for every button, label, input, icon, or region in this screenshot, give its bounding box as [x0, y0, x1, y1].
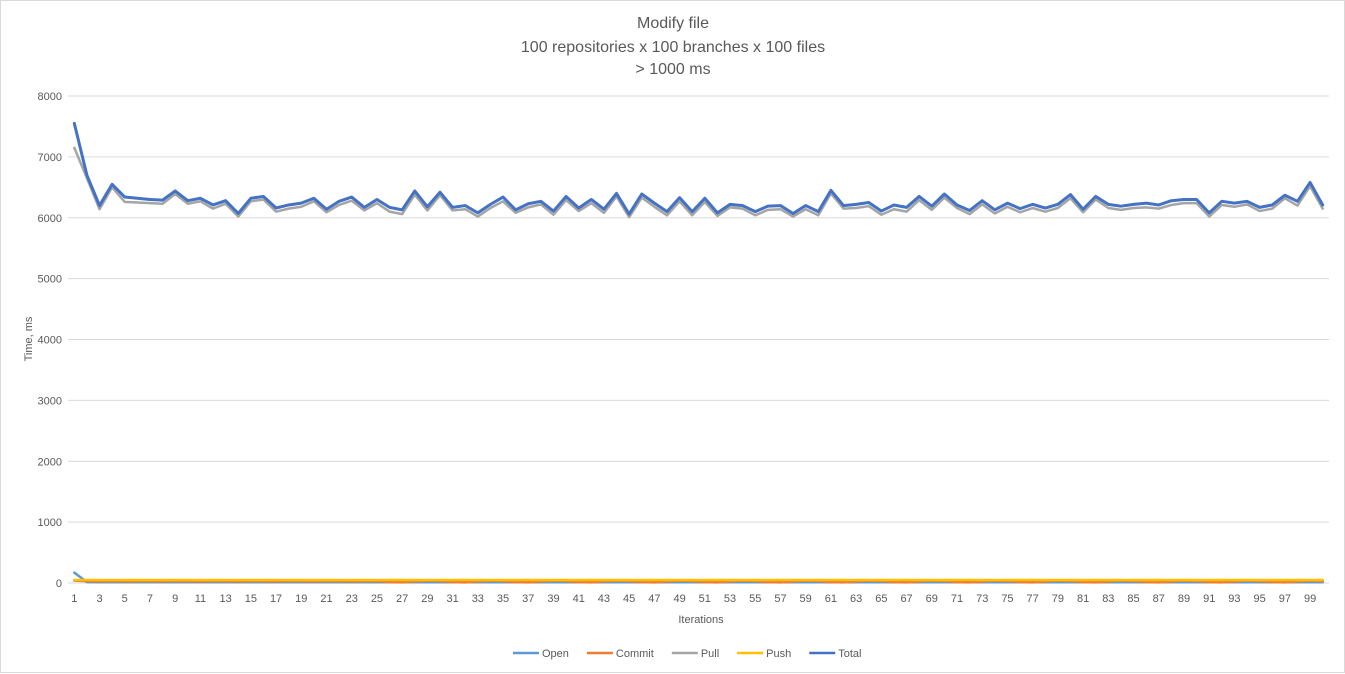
series-line-total	[72, 121, 1325, 216]
x-tick-label: 35	[497, 593, 509, 605]
x-tick-label: 93	[1228, 593, 1240, 605]
x-tick-label: 79	[1052, 593, 1064, 605]
legend-label: Push	[766, 648, 791, 660]
x-tick-label: 11	[195, 593, 206, 605]
x-tick-label: 53	[724, 593, 736, 605]
legend-label: Open	[542, 648, 569, 660]
x-tick-label: 7	[147, 593, 153, 605]
x-tick-label: 19	[295, 593, 307, 605]
y-tick-label: 0	[56, 578, 62, 590]
x-axis-title: Iterations	[678, 614, 724, 626]
x-tick-label: 3	[96, 593, 102, 605]
x-tick-label: 17	[270, 593, 282, 605]
legend-item-commit: Commit	[586, 648, 654, 660]
y-axis-title: Time, ms	[23, 316, 35, 361]
legend-label: Commit	[616, 648, 654, 660]
x-tick-label: 83	[1102, 593, 1114, 605]
chart-title-line-3: > 1000 ms	[635, 61, 710, 78]
y-tick-label: 2000	[38, 456, 62, 468]
x-tick-label: 49	[673, 593, 685, 605]
x-tick-label: 25	[371, 593, 383, 605]
x-tick-label: 75	[1001, 593, 1013, 605]
legend: Open Commit Pull Push Total	[513, 648, 861, 660]
y-tick-label: 1000	[38, 517, 62, 529]
x-tick-label: 27	[396, 593, 408, 605]
legend-item-open: Open	[513, 648, 569, 660]
x-tick-label: 91	[1203, 593, 1215, 605]
x-tick-label: 69	[926, 593, 938, 605]
x-tick-label: 57	[774, 593, 786, 605]
legend-label: Total	[838, 648, 861, 660]
y-axis-ticks: 0 1000 2000 3000 4000 5000 6000 7000 8000	[38, 91, 62, 590]
x-tick-label: 89	[1178, 593, 1190, 605]
legend-item-push: Push	[737, 648, 791, 660]
x-tick-label: 31	[446, 593, 458, 605]
x-tick-label: 81	[1077, 593, 1089, 605]
x-tick-label: 29	[421, 593, 433, 605]
legend-item-total: Total	[809, 648, 861, 660]
x-tick-label: 77	[1027, 593, 1039, 605]
series-line-pull	[73, 146, 1324, 219]
series-lines	[72, 121, 1325, 584]
chart-title: Modify file 100 repositories x 100 branc…	[521, 15, 825, 78]
y-tick-label: 6000	[38, 213, 62, 225]
x-tick-label: 47	[648, 593, 660, 605]
x-axis-ticks: 1 3 5 7 9 11 13 15 17 19 21 23 25 27 29 31 33 35 37 39 41 43 4…	[71, 593, 1316, 605]
y-tick-label: 4000	[38, 335, 62, 347]
x-tick-label: 5	[122, 593, 128, 605]
legend-label: Pull	[701, 648, 719, 660]
chart-title-line-2: 100 repositories x 100 branches x 100 fi…	[521, 39, 825, 56]
x-tick-label: 99	[1304, 593, 1316, 605]
y-tick-label: 8000	[38, 91, 62, 103]
x-tick-label: 65	[875, 593, 887, 605]
x-tick-label: 97	[1279, 593, 1291, 605]
x-tick-label: 15	[245, 593, 257, 605]
y-tick-label: 3000	[38, 395, 62, 407]
x-tick-label: 71	[951, 593, 963, 605]
x-tick-label: 9	[172, 593, 178, 605]
x-tick-label: 41	[573, 593, 585, 605]
x-tick-label: 61	[825, 593, 837, 605]
x-tick-label: 23	[346, 593, 358, 605]
x-tick-label: 33	[472, 593, 484, 605]
x-tick-label: 95	[1254, 593, 1266, 605]
x-tick-label: 43	[598, 593, 610, 605]
x-tick-label: 21	[320, 593, 332, 605]
legend-item-pull: Pull	[671, 648, 719, 660]
x-tick-label: 39	[547, 593, 559, 605]
x-tick-label: 1	[71, 593, 77, 605]
x-tick-label: 45	[623, 593, 635, 605]
x-tick-label: 85	[1127, 593, 1139, 605]
x-tick-label: 55	[749, 593, 761, 605]
x-tick-label: 73	[976, 593, 988, 605]
x-tick-label: 51	[699, 593, 711, 605]
gridlines	[68, 95, 1329, 584]
chart-title-line-1: Modify file	[637, 15, 709, 32]
y-tick-label: 7000	[38, 152, 62, 164]
x-tick-label: 13	[220, 593, 232, 605]
x-tick-label: 87	[1153, 593, 1165, 605]
x-tick-label: 67	[900, 593, 912, 605]
y-tick-label: 5000	[38, 274, 62, 286]
x-tick-label: 59	[800, 593, 812, 605]
x-tick-label: 37	[522, 593, 534, 605]
x-tick-label: 63	[850, 593, 862, 605]
